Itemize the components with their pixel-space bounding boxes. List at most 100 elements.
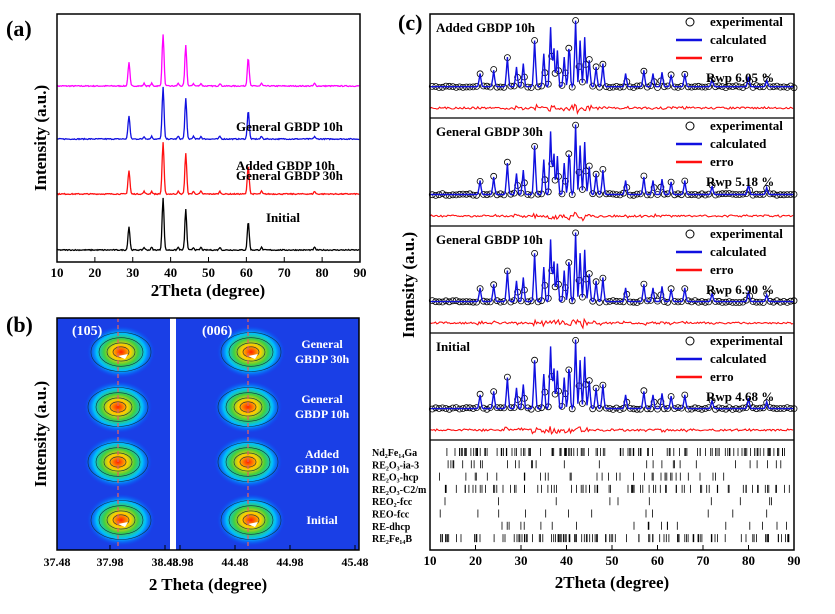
panel-a-trace-0 [56, 34, 360, 88]
panel-c-exp-point [609, 297, 617, 305]
panel-c-exp-point [753, 82, 760, 90]
panel-c-exp-point [674, 84, 682, 91]
panel-c-erro-1 [429, 211, 794, 222]
panel-c-exp-point [493, 404, 501, 412]
panel-c-exp-point [486, 404, 494, 411]
panel-a-tick-label: 10 [51, 265, 64, 280]
legend-calculated: calculated [710, 351, 767, 366]
legend-experimental-marker [685, 17, 695, 27]
panel-c-exp-point [654, 191, 661, 198]
panel-c-exp-point [783, 404, 791, 412]
phase-label-3: RE₂O₃-C2/m [372, 485, 427, 496]
panel-b-tick-label: 45.48 [342, 555, 369, 569]
panel-c-exp-point [742, 82, 750, 89]
panel-c-exp-point [606, 84, 614, 91]
panel-c-exp-point [507, 298, 515, 306]
panel-b-arrow [118, 354, 128, 359]
panel-b-contour [90, 332, 152, 372]
panel-a-trace-1 [56, 86, 360, 141]
panel-a-tick-label: 80 [316, 265, 329, 280]
panel-a-tick-label: 20 [88, 265, 101, 280]
panel-a-tick-label: 70 [278, 265, 291, 280]
panel-b-tick-label: 43.98 [167, 555, 194, 569]
panel-c-exp-point [732, 82, 740, 90]
panel-b-ylabel: Intensity (a.u.) [31, 381, 50, 487]
panel-b-spot [87, 494, 155, 546]
panel-c-tick-label: 30 [515, 553, 528, 568]
panel-c: (c) Added GBDP 10h experimental calculated… [372, 10, 801, 592]
panel-c-exp-point [445, 191, 453, 199]
panel-b-contour [98, 505, 144, 535]
legend-experimental: experimental [710, 118, 783, 133]
panel-c-exp-point [497, 404, 504, 412]
panel-c-tick-label: 80 [742, 553, 755, 568]
phase-label-7: RE₂Fe₁₄B [372, 534, 412, 545]
panel-c-exp-point [616, 406, 624, 413]
panel-c-exp-point [589, 405, 597, 413]
panel-b-row-label-2: Added GBDP 10h [295, 447, 350, 476]
panel-c-exp-point [783, 84, 791, 91]
panel-b-spot [84, 381, 152, 433]
panel-c-subpanel-name: Initial [436, 339, 470, 354]
panel-c-exp-point [715, 82, 723, 90]
panel-a-series-label-0: General GBDP 30h [236, 168, 344, 183]
panel-a-series-label-2: Added GBDP 10h [236, 158, 336, 173]
panel-c-exp-point [609, 405, 617, 413]
panel-c-subpanel-name: General GBDP 10h [436, 232, 544, 247]
panel-c-erro-0 [429, 103, 794, 116]
legend-experimental-marker [685, 121, 695, 131]
phase-label-1: RE₂O₃-ia-3 [372, 460, 419, 471]
panel-b-contour [220, 500, 282, 540]
legend-experimental: experimental [710, 226, 783, 241]
panel-c-exp-point [718, 298, 726, 306]
panel-c-exp-point [708, 76, 716, 83]
panel-b-row-label-3: Initial [306, 513, 338, 527]
panel-c-exp-point [654, 405, 661, 413]
panel-c-exp-point [534, 298, 542, 306]
panel-c-exp-point [736, 299, 743, 306]
panel-b-contour [236, 510, 266, 530]
panel-a-xlabel: 2Theta (degree) [151, 281, 265, 300]
panel-b-peak-006: (006) [202, 324, 233, 339]
panel-c-exp-point [452, 84, 460, 91]
phase-label-2: RE₂O₃-hcp [372, 473, 419, 484]
phase-label-4: REO₂-fcc [372, 497, 413, 508]
panel-a-series-label-3: Initial [266, 210, 300, 225]
panel-c-rwp: Rwp 4.68 % [706, 389, 774, 404]
panel-c-exp-point [596, 83, 603, 91]
panel-b-spot [217, 326, 285, 378]
panel-c-exp-point [691, 404, 699, 412]
panel-b-contour [225, 392, 271, 422]
panel-b-row-label-1: General GBDP 10h [295, 392, 350, 421]
panel-b-tick-label: 38.48 [152, 555, 179, 569]
panel-b-contour [236, 342, 266, 362]
panel-b-contour [228, 337, 274, 367]
panel-c-exp-point [568, 297, 576, 305]
panel-c-exp-point [654, 84, 661, 91]
panel-b-tick-label: 37.48 [44, 555, 71, 569]
panel-c-exp-point [473, 404, 481, 412]
panel-b-label: (b) [6, 312, 33, 337]
panel-c-exp-point [722, 190, 730, 198]
legend-erro: erro [710, 369, 734, 384]
panel-c-exp-point [452, 297, 460, 305]
panel-c-erro-3 [429, 426, 794, 436]
panel-c-exp-point [589, 82, 597, 90]
panel-c-exp-point [729, 298, 736, 306]
panel-c-exp-point [439, 190, 446, 198]
panel-c-exp-point [674, 404, 682, 412]
panel-c-exp-point [783, 298, 791, 306]
panel-b-spot [87, 326, 155, 378]
legend-erro: erro [710, 262, 734, 277]
panel-c-rwp: Rwp 6.90 % [706, 282, 774, 297]
legend-erro: erro [710, 50, 734, 65]
legend-calculated: calculated [710, 32, 767, 47]
panel-c-label: (c) [398, 10, 422, 35]
panel-a-ylabel: Intensity (a.u.) [31, 85, 50, 191]
panel-c-exp-point [589, 190, 597, 198]
panel-a-label: (a) [6, 16, 32, 41]
panel-c-exp-point [759, 299, 767, 306]
panel-c-exp-point [742, 296, 750, 304]
panel-b-contour [95, 392, 141, 422]
